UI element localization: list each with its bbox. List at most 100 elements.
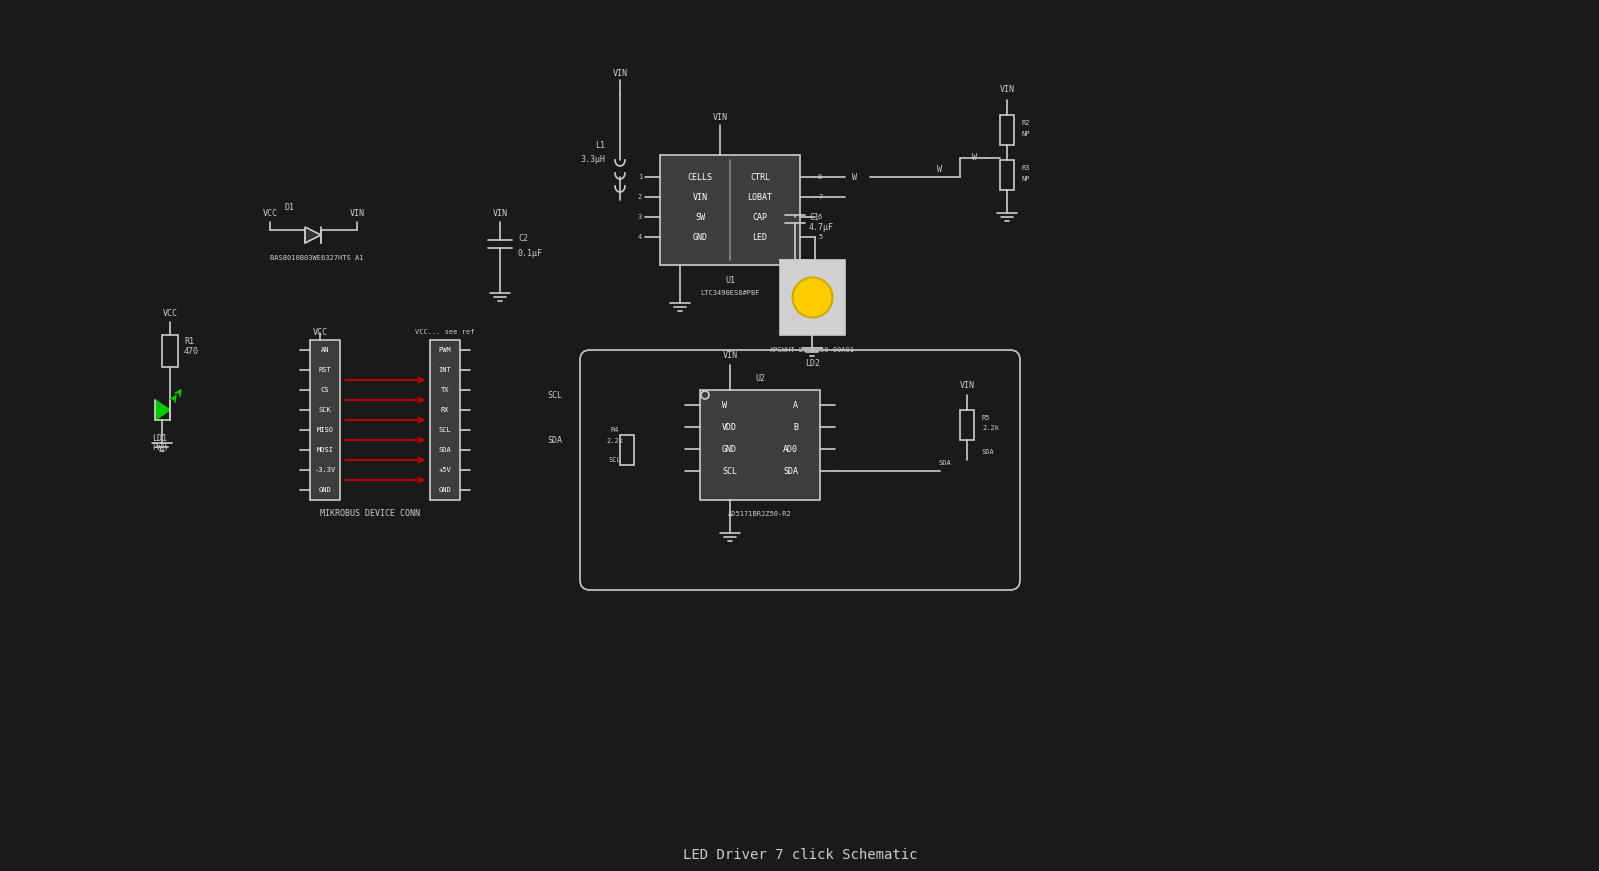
Text: NP: NP	[1022, 176, 1030, 182]
Text: W: W	[937, 165, 942, 173]
Text: INT: INT	[438, 367, 451, 373]
Text: W: W	[723, 401, 728, 409]
Bar	[660, 155, 800, 265]
Text: -3.3V: -3.3V	[315, 467, 336, 473]
Bar	[430, 340, 461, 500]
Text: LTC3490ES8#PBF: LTC3490ES8#PBF	[700, 290, 760, 296]
Text: U1: U1	[724, 275, 736, 285]
Bar	[700, 390, 820, 500]
Text: R2: R2	[1022, 120, 1030, 126]
Text: LD1: LD1	[152, 434, 168, 442]
Text: VCC... see ref: VCC... see ref	[416, 329, 475, 335]
Text: VIN: VIN	[723, 350, 737, 360]
Text: PWM: PWM	[438, 347, 451, 353]
Text: SDA: SDA	[939, 460, 951, 466]
Text: 2.2k: 2.2k	[606, 438, 624, 444]
Text: R5: R5	[982, 415, 990, 421]
Text: 8: 8	[819, 174, 822, 180]
Text: VIN: VIN	[492, 208, 507, 218]
Text: B: B	[793, 422, 798, 431]
Text: NP: NP	[1022, 131, 1030, 137]
Text: SCK: SCK	[318, 407, 331, 413]
Text: 4.7μF: 4.7μF	[809, 222, 835, 232]
Text: MISO: MISO	[317, 427, 334, 433]
Text: LED Driver 7 click Schematic: LED Driver 7 click Schematic	[683, 848, 918, 862]
Text: VIN: VIN	[692, 192, 707, 201]
Text: TX: TX	[441, 387, 449, 393]
Text: SCL: SCL	[723, 467, 737, 476]
Polygon shape	[305, 227, 321, 243]
Text: CS: CS	[321, 387, 329, 393]
Text: SCL: SCL	[438, 427, 451, 433]
Text: VIN: VIN	[959, 381, 974, 389]
Text: VDD: VDD	[723, 422, 737, 431]
Text: RX: RX	[441, 407, 449, 413]
Text: PWR: PWR	[152, 442, 168, 451]
Text: 7: 7	[819, 194, 822, 200]
Text: LED: LED	[753, 233, 768, 241]
Text: 3.3μH: 3.3μH	[580, 156, 604, 165]
Text: C2: C2	[518, 233, 528, 242]
Text: SDA: SDA	[982, 449, 995, 455]
Text: VCC: VCC	[262, 208, 278, 218]
Text: AD5171BRJZ50-R2: AD5171BRJZ50-R2	[728, 511, 792, 517]
Bar	[310, 340, 341, 500]
Text: 1: 1	[638, 174, 643, 180]
Text: AD0: AD0	[784, 444, 798, 454]
Bar	[999, 115, 1014, 145]
Text: D1: D1	[285, 202, 294, 212]
Bar	[780, 260, 844, 335]
Text: BAS8010B03WE6327HTS A1: BAS8010B03WE6327HTS A1	[270, 255, 363, 261]
Bar	[999, 160, 1014, 190]
Polygon shape	[155, 400, 169, 420]
Text: 2: 2	[638, 194, 643, 200]
Text: SDA: SDA	[784, 467, 798, 476]
Text: GND: GND	[692, 233, 707, 241]
Bar	[620, 435, 633, 465]
Text: W: W	[972, 153, 977, 163]
Text: SCL: SCL	[609, 457, 622, 463]
Text: 4: 4	[638, 234, 643, 240]
Text: XPCWHT-L1-R250-00A01: XPCWHT-L1-R250-00A01	[771, 347, 855, 353]
Text: SW: SW	[696, 213, 705, 221]
Text: LOBAT: LOBAT	[747, 192, 772, 201]
Text: +5V: +5V	[438, 467, 451, 473]
Text: MOSI: MOSI	[317, 447, 334, 453]
Circle shape	[793, 278, 833, 318]
Text: CTRL: CTRL	[750, 172, 771, 181]
Text: VIN: VIN	[999, 85, 1014, 94]
Text: C1: C1	[809, 213, 819, 221]
Text: 6: 6	[819, 214, 822, 220]
Text: R4: R4	[611, 427, 619, 433]
Text: W: W	[852, 172, 857, 181]
Text: U2: U2	[755, 374, 764, 382]
Text: LD2: LD2	[804, 359, 820, 368]
Text: 470: 470	[184, 347, 198, 355]
Text: 3: 3	[638, 214, 643, 220]
Text: GND: GND	[723, 444, 737, 454]
Text: MIKROBUS DEVICE CONN: MIKROBUS DEVICE CONN	[320, 509, 421, 517]
Text: VCC: VCC	[312, 327, 328, 336]
Text: GND: GND	[438, 487, 451, 493]
Text: 0.1μF: 0.1μF	[518, 248, 544, 258]
Bar	[161, 335, 177, 367]
Text: R3: R3	[1022, 165, 1030, 171]
Text: VIN: VIN	[612, 69, 627, 78]
Text: CAP: CAP	[753, 213, 768, 221]
Text: SDA: SDA	[438, 447, 451, 453]
Text: R1: R1	[184, 336, 193, 346]
Text: SDA: SDA	[547, 436, 563, 444]
Text: VIN: VIN	[350, 208, 365, 218]
Text: SCL: SCL	[547, 390, 563, 400]
Text: GND: GND	[318, 487, 331, 493]
Text: L1: L1	[595, 140, 604, 150]
Text: 5: 5	[819, 234, 822, 240]
Text: AN: AN	[321, 347, 329, 353]
Text: CELLS: CELLS	[688, 172, 713, 181]
Text: 2.2k: 2.2k	[982, 425, 999, 431]
Bar	[959, 410, 974, 440]
Text: VCC: VCC	[163, 308, 177, 318]
Text: VIN: VIN	[713, 112, 728, 121]
Text: RST: RST	[318, 367, 331, 373]
Text: A: A	[793, 401, 798, 409]
